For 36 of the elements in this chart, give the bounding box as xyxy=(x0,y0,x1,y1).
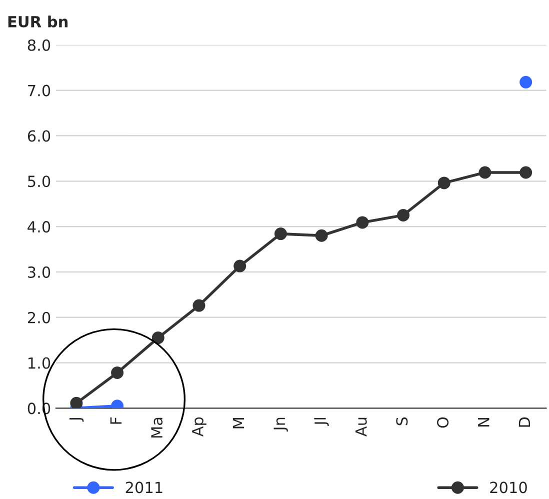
point xyxy=(356,216,369,229)
legend-label: 2010 xyxy=(490,482,527,494)
point xyxy=(70,396,83,408)
point xyxy=(315,229,328,242)
legend-label: 2011 xyxy=(126,482,162,494)
x-tick-label: O xyxy=(436,417,449,428)
y-tick-label: 8.0 xyxy=(28,39,50,51)
x-tick-label: J xyxy=(70,418,84,422)
point xyxy=(111,366,124,380)
point xyxy=(520,166,532,179)
x-tick-label: Jl xyxy=(314,418,329,426)
point xyxy=(478,166,492,179)
x-tick-label: Au xyxy=(355,418,367,437)
x-tick-label: M xyxy=(232,418,244,428)
point xyxy=(397,208,410,222)
point xyxy=(152,332,164,344)
point xyxy=(192,299,206,312)
y-tick-label: 7.0 xyxy=(28,84,50,96)
x-tick-label: F xyxy=(110,417,122,424)
x-tick-label: Jn xyxy=(274,418,288,432)
y-tick-label: 3.0 xyxy=(28,266,50,278)
y-tick-label: 5.0 xyxy=(28,176,50,188)
point xyxy=(274,228,287,240)
x-tick-label: S xyxy=(396,417,408,426)
y-tick-label: 6.0 xyxy=(28,130,50,142)
point xyxy=(234,260,246,272)
y-tick-label: 4.0 xyxy=(28,221,50,233)
x-tick-label: Ap xyxy=(192,417,206,437)
x-tick-label: D xyxy=(518,417,530,427)
x-tick-label: Ma xyxy=(151,418,163,438)
y-tick-label: 1.0 xyxy=(28,357,50,369)
x-tick-label: N xyxy=(478,418,490,426)
y-tick-label: 2.0 xyxy=(28,312,50,324)
point xyxy=(520,76,532,88)
y-axis-title: EUR bn xyxy=(8,16,68,28)
point xyxy=(438,176,450,190)
